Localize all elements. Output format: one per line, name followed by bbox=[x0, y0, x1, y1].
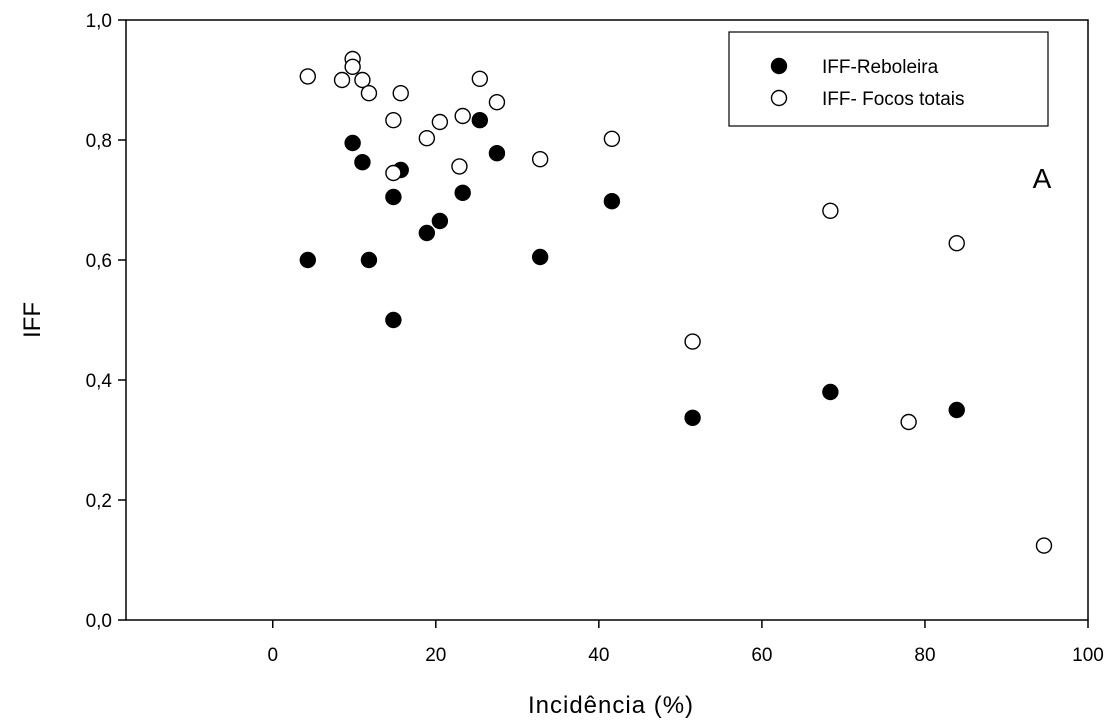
point-reboleira bbox=[531, 248, 549, 266]
point-focos-totais bbox=[385, 111, 402, 129]
point-focos-totais bbox=[299, 68, 317, 85]
y-tick-label: 0,0 bbox=[86, 611, 112, 632]
point-focos-totais bbox=[454, 107, 471, 125]
x-axis: 0 20 40 60 80 100 bbox=[267, 620, 1104, 666]
point-focos-totais bbox=[948, 234, 965, 252]
point-focos-totais bbox=[333, 71, 351, 89]
point-focos-totais bbox=[531, 150, 549, 168]
point-focos-totais bbox=[471, 70, 489, 88]
data-points bbox=[299, 50, 1053, 554]
point-reboleira bbox=[344, 134, 361, 152]
point-reboleira bbox=[684, 409, 701, 426]
point-focos-totais bbox=[354, 71, 371, 89]
plot-frame bbox=[125, 19, 1089, 621]
legend-label-focos-totais: IFF- Focos totais bbox=[822, 89, 965, 110]
point-focos-totais bbox=[603, 130, 621, 148]
point-reboleira bbox=[385, 188, 402, 206]
point-focos-totais bbox=[385, 164, 402, 182]
point-reboleira bbox=[471, 111, 489, 129]
point-reboleira bbox=[454, 184, 471, 202]
legend-label-reboleira: IFF-Reboleira bbox=[822, 57, 939, 78]
point-reboleira bbox=[431, 212, 449, 230]
x-tick-label: 100 bbox=[1072, 645, 1104, 666]
y-tick-label: 0,8 bbox=[86, 131, 112, 152]
y-tick-label: 0,6 bbox=[86, 251, 112, 272]
legend: IFF-Reboleira IFF- Focos totais bbox=[728, 31, 1049, 127]
point-focos-totais bbox=[900, 413, 917, 431]
y-tick-label: 0,4 bbox=[86, 371, 113, 392]
point-reboleira bbox=[360, 251, 378, 269]
point-focos-totais bbox=[488, 93, 506, 111]
point-reboleira bbox=[488, 144, 506, 162]
y-tick-label: 0,2 bbox=[86, 491, 112, 512]
x-tick-label: 40 bbox=[588, 645, 609, 666]
x-tick-label: 60 bbox=[751, 645, 772, 666]
point-reboleira bbox=[354, 153, 371, 171]
legend-marker-reboleira bbox=[770, 57, 788, 75]
point-focos-totais bbox=[418, 129, 436, 147]
x-axis-label: Incidência (%) bbox=[528, 692, 694, 719]
point-reboleira bbox=[822, 383, 839, 401]
point-reboleira bbox=[948, 401, 965, 419]
x-tick-label: 20 bbox=[425, 645, 446, 666]
point-focos-totais bbox=[1035, 537, 1053, 554]
point-focos-totais bbox=[684, 333, 701, 350]
point-focos-totais bbox=[344, 58, 361, 76]
point-reboleira bbox=[299, 251, 317, 269]
x-tick-label: 80 bbox=[914, 645, 935, 666]
point-reboleira bbox=[603, 192, 621, 210]
y-tick-label: 1,0 bbox=[86, 11, 112, 32]
point-focos-totais bbox=[360, 84, 378, 102]
panel-annotation: A bbox=[1033, 163, 1052, 194]
point-focos-totais bbox=[392, 84, 409, 102]
y-axis-label: IFF bbox=[19, 302, 46, 338]
point-focos-totais bbox=[822, 202, 839, 220]
legend-marker-focos-totais bbox=[770, 89, 788, 107]
point-focos-totais bbox=[451, 158, 468, 175]
point-focos-totais bbox=[431, 113, 449, 131]
point-reboleira bbox=[385, 311, 402, 329]
legend-box bbox=[728, 31, 1049, 127]
x-tick-label: 0 bbox=[267, 645, 278, 666]
y-axis: 0,0 0,2 0,4 0,6 0,8 1,0 bbox=[86, 11, 126, 632]
point-reboleira bbox=[418, 224, 436, 242]
